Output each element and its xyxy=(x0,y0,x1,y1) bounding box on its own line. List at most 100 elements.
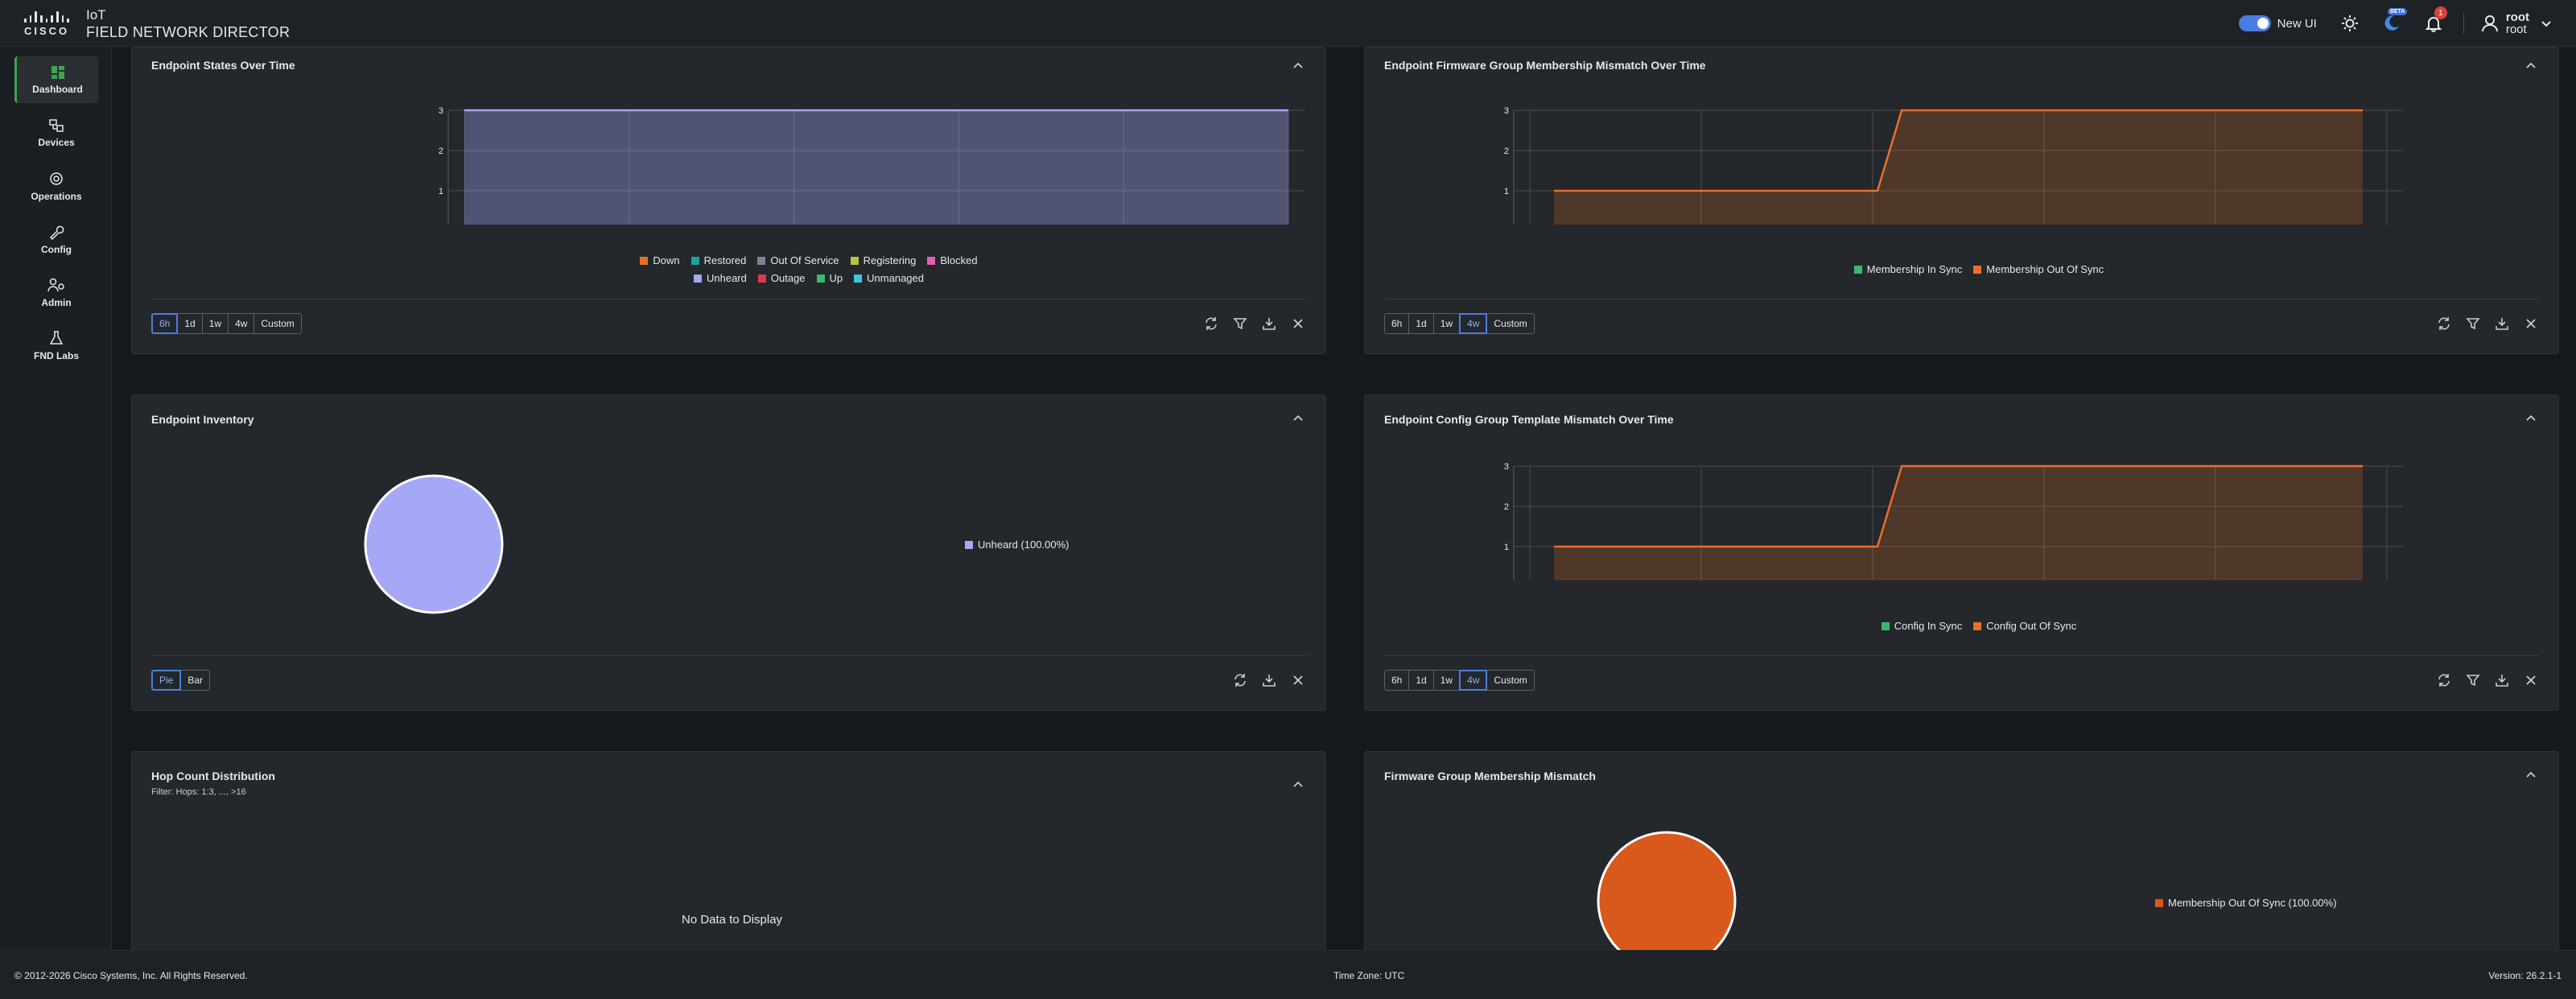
download-button[interactable] xyxy=(1261,672,1277,688)
legend-item[interactable]: Down xyxy=(640,254,680,266)
close-button[interactable] xyxy=(2523,316,2539,332)
time-range-selector: 6h 1d 1w 4w Custom xyxy=(1384,670,1535,691)
sidebar-item-label: Operations xyxy=(31,190,82,202)
chevron-up-icon[interactable] xyxy=(2523,766,2539,782)
sidebar-item-label: Devices xyxy=(38,136,75,148)
legend-item[interactable]: Out Of Service xyxy=(757,254,839,266)
close-button[interactable] xyxy=(1290,672,1306,688)
card-tools xyxy=(2423,316,2539,332)
chevron-up-icon[interactable] xyxy=(1290,776,1306,792)
refresh-icon xyxy=(1206,317,1217,330)
legend-label: Outage xyxy=(770,272,806,284)
sidebar-item-devices[interactable]: Devices xyxy=(14,109,98,156)
range-4w-button[interactable]: 4w xyxy=(228,313,255,334)
sun-icon xyxy=(2341,15,2358,31)
legend-item[interactable]: Config Out Of Sync xyxy=(1973,620,2076,632)
range-1w-button[interactable]: 1w xyxy=(201,313,229,334)
legend-item[interactable]: Registering xyxy=(850,254,917,266)
range-custom-button[interactable]: Custom xyxy=(1486,313,1535,334)
user-menu[interactable]: root root xyxy=(2480,11,2553,35)
filter-button[interactable] xyxy=(2465,316,2481,332)
download-button[interactable] xyxy=(1261,316,1277,332)
legend-item[interactable]: Unheard xyxy=(694,272,747,284)
view-pie-button[interactable]: Pie xyxy=(151,670,182,691)
admin-icon xyxy=(47,278,64,291)
legend-swatch xyxy=(1973,621,1982,630)
legend-item[interactable]: Membership In Sync xyxy=(1853,263,1963,275)
chevron-up-icon[interactable] xyxy=(2523,410,2539,426)
filter-icon xyxy=(1233,318,1247,330)
chevron-up-icon[interactable] xyxy=(1290,57,1306,73)
card-title: Endpoint States Over Time xyxy=(151,59,295,72)
chevron-up-icon[interactable] xyxy=(1290,410,1306,426)
top-right-controls: New UI BETA 1 root root xyxy=(2238,0,2576,47)
refresh-button[interactable] xyxy=(1203,316,1219,332)
legend-swatch xyxy=(757,274,766,283)
close-button[interactable] xyxy=(1290,316,1306,332)
legend-label: Registering xyxy=(863,254,917,266)
close-icon xyxy=(2526,675,2536,685)
filter-button[interactable] xyxy=(2465,672,2481,688)
new-ui-label: New UI xyxy=(2277,16,2317,31)
sidebar-item-operations[interactable]: Operations xyxy=(14,163,98,209)
user-name: root xyxy=(2505,10,2529,24)
product-name-line1: IoT xyxy=(86,7,106,23)
range-custom-button[interactable]: Custom xyxy=(1486,670,1535,691)
legend-item[interactable]: Config In Sync xyxy=(1881,620,1962,632)
card-tools xyxy=(1190,316,1306,332)
legend-label: Config Out Of Sync xyxy=(1986,620,2077,632)
legend-item[interactable]: Restored xyxy=(690,254,746,266)
range-4w-button[interactable]: 4w xyxy=(1459,313,1488,334)
sidebar-item-label: Admin xyxy=(41,296,72,308)
legend-swatch xyxy=(927,256,936,265)
time-range-selector: 6h 1d 1w 4w Custom xyxy=(151,313,302,334)
view-bar-button[interactable]: Bar xyxy=(180,670,211,691)
series-area xyxy=(464,110,1288,225)
legend-item[interactable]: Outage xyxy=(757,272,806,284)
sidebar-item-admin[interactable]: Admin xyxy=(14,269,98,316)
chevron-up-icon[interactable] xyxy=(2523,57,2539,73)
legend-item[interactable]: Membership Out Of Sync (100.00%) xyxy=(2155,897,2337,909)
sidebar-item-label: Config xyxy=(41,243,72,255)
card-title: Firmware Group Membership Mismatch xyxy=(1384,770,1596,782)
notifications-button[interactable]: 1 xyxy=(2421,6,2447,35)
refresh-button[interactable] xyxy=(2436,672,2452,688)
range-6h-button[interactable]: 6h xyxy=(151,313,179,334)
range-custom-button[interactable]: Custom xyxy=(253,313,302,334)
user-names: root root xyxy=(2506,11,2529,35)
range-1w-button[interactable]: 1w xyxy=(1432,313,1461,334)
close-button[interactable] xyxy=(2523,672,2539,688)
legend-item[interactable]: Blocked xyxy=(927,254,978,266)
light-theme-button[interactable] xyxy=(2338,11,2362,35)
legend-label: Membership In Sync xyxy=(1866,263,1963,275)
y-tick-label: 1 xyxy=(439,187,443,196)
y-tick-label: 3 xyxy=(439,106,443,116)
range-4w-button[interactable]: 4w xyxy=(1459,670,1488,691)
range-1d-button[interactable]: 1d xyxy=(1408,313,1434,334)
legend-item[interactable]: Up xyxy=(816,272,843,284)
sidebar-item-fnd-labs[interactable]: FND Labs xyxy=(14,322,98,369)
refresh-button[interactable] xyxy=(1232,672,1248,688)
cisco-logo[interactable]: CISCO xyxy=(24,11,70,37)
card-tools xyxy=(2423,672,2539,688)
download-button[interactable] xyxy=(2494,316,2510,332)
range-1w-button[interactable]: 1w xyxy=(1432,670,1461,691)
download-button[interactable] xyxy=(2494,672,2510,688)
sidebar-item-dashboard[interactable]: Dashboard xyxy=(14,56,98,103)
new-ui-toggle[interactable] xyxy=(2238,15,2271,31)
range-1d-button[interactable]: 1d xyxy=(177,313,203,334)
legend-item[interactable]: Unheard (100.00%) xyxy=(965,539,1069,551)
legend-item[interactable]: Membership Out Of Sync xyxy=(1973,263,2104,275)
fw-group-mismatch-pie xyxy=(1597,831,1737,960)
filter-button[interactable] xyxy=(1232,316,1248,332)
sidebar-item-label: FND Labs xyxy=(33,349,79,361)
refresh-button[interactable] xyxy=(2436,316,2452,332)
close-icon xyxy=(1293,319,1303,328)
legend-item[interactable]: Unmanaged xyxy=(854,272,924,284)
range-6h-button[interactable]: 6h xyxy=(1384,670,1410,691)
range-1d-button[interactable]: 1d xyxy=(1408,670,1434,691)
dark-theme-button[interactable]: BETA xyxy=(2380,8,2408,35)
sidebar-item-config[interactable]: Config xyxy=(14,216,98,262)
range-6h-button[interactable]: 6h xyxy=(1384,313,1410,334)
legend-swatch xyxy=(1881,621,1890,630)
